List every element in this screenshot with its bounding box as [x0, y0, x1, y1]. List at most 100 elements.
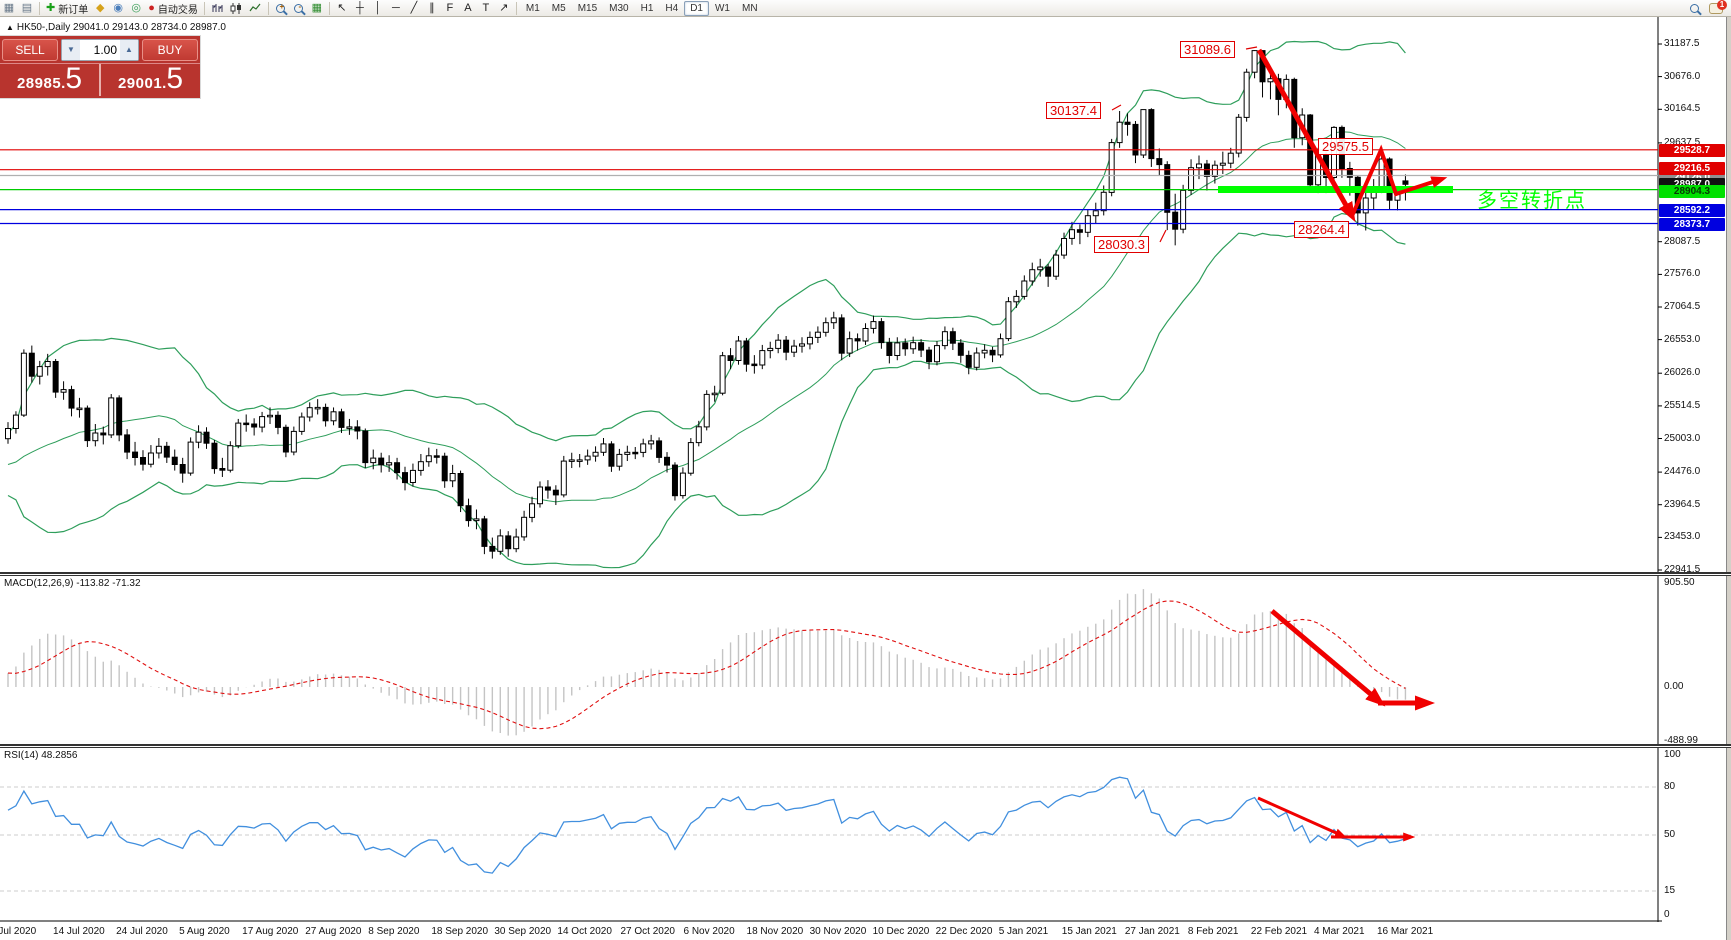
volume-input[interactable] — [80, 39, 120, 60]
rsi-axis-label: 0 — [1664, 909, 1670, 920]
timeframe-h1[interactable]: H1 — [640, 2, 654, 14]
fibonacci-button[interactable]: F — [441, 1, 459, 16]
window-icon: ▦ — [3, 1, 15, 14]
timeframe-m15[interactable]: M15 — [577, 2, 598, 14]
x-axis-label: 2 Jul 2020 — [0, 926, 37, 937]
buy-button[interactable]: BUY — [142, 38, 198, 61]
price-annotation[interactable]: 30137.4 — [1046, 102, 1101, 119]
rsi-label: RSI(14) 48.2856 — [4, 750, 78, 761]
notification-icon[interactable]: 1 — [1709, 0, 1727, 14]
timeframe-d1[interactable]: D1 — [684, 0, 709, 16]
trade-panel-prices: 28985. 5 29001. 5 — [0, 63, 200, 96]
new-order-button[interactable]: ✚ 新订单 — [43, 1, 91, 16]
y-axis-label: 27576.0 — [1664, 268, 1701, 280]
trade-panel-top-row: SELL ▼ ▲ BUY — [0, 36, 200, 63]
candle-chart-button[interactable] — [227, 1, 246, 16]
search-icon[interactable] — [1690, 3, 1699, 13]
window-button[interactable]: ▦ — [0, 1, 18, 16]
y-axis-label: 27064.5 — [1664, 301, 1701, 312]
toolbar: ▦ ▤ ✚ 新订单 ◆ ◉ ◎ ● 自动交易 + - ▦ ↖ ┼ │ ─ ╱ ∥ F A T ↗ M1 M5 M15 M30 H1… — [0, 0, 1731, 17]
horizontal-line-button[interactable]: ─ — [387, 1, 405, 16]
x-axis-label: 5 Aug 2020 — [179, 926, 230, 937]
line-chart-button[interactable] — [246, 1, 265, 16]
y-axis-label: 29637.5 — [1664, 136, 1701, 148]
price-annotation[interactable]: 28264.4 — [1294, 221, 1349, 238]
zoom-out-button[interactable]: - — [290, 1, 308, 16]
pane-separator-rsi[interactable] — [0, 744, 1731, 748]
arrows-button[interactable]: ↗ — [495, 1, 513, 16]
rsi-axis-label: 100 — [1664, 749, 1681, 760]
auto-trading-button[interactable]: ● 自动交易 — [145, 1, 201, 16]
vertical-line-button[interactable]: │ — [369, 1, 387, 16]
timeframe-mn[interactable]: MN — [741, 2, 758, 14]
text-label-button[interactable]: T — [477, 1, 495, 16]
notification-badge: 1 — [1717, 0, 1727, 10]
sell-price[interactable]: 28985. 5 — [0, 64, 101, 96]
x-axis-label: 10 Dec 2020 — [872, 926, 930, 937]
timeframe-m30[interactable]: M30 — [609, 2, 629, 14]
community-button[interactable]: ◉ — [109, 1, 127, 16]
trendline-icon: ╱ — [410, 1, 418, 14]
candle-chart-icon — [230, 2, 243, 14]
timeframe-m1[interactable]: M1 — [525, 2, 540, 14]
text-button[interactable]: A — [459, 1, 477, 16]
print-preview-button[interactable]: ▤ — [18, 1, 36, 16]
price-annotation[interactable]: 29575.5 — [1318, 138, 1373, 155]
history-center-button[interactable]: ◆ — [91, 1, 109, 16]
collapse-triangle-icon[interactable]: ▲ — [6, 23, 14, 32]
horizontal-line-icon: ─ — [391, 1, 400, 14]
volume-stepper: ▼ ▲ — [61, 38, 139, 61]
y-axis-label: 26026.0 — [1664, 367, 1701, 379]
zoom-in-button[interactable]: + — [272, 1, 290, 16]
arrows-icon: ↗ — [499, 1, 509, 14]
print-preview-icon: ▤ — [21, 1, 33, 14]
timeframe-buttons: M1 M5 M15 M30 H1 H4 D1 W1 MN — [520, 0, 764, 16]
y-axis-label: 24476.0 — [1664, 466, 1701, 478]
timeframe-w1[interactable]: W1 — [714, 2, 730, 14]
price-annotation[interactable]: 28030.3 — [1094, 236, 1149, 253]
volume-increase-button[interactable]: ▲ — [120, 39, 138, 60]
channel-button[interactable]: ∥ — [423, 1, 441, 16]
volume-decrease-button[interactable]: ▼ — [62, 39, 80, 60]
chart-title: ▲ HK50-,Daily 29041.0 29143.0 28734.0 289… — [6, 22, 226, 33]
x-axis-label: 18 Sep 2020 — [431, 926, 489, 937]
bar-chart-button[interactable] — [208, 1, 227, 16]
line-chart-icon — [249, 3, 262, 14]
x-axis-label: 17 Aug 2020 — [242, 926, 299, 937]
x-axis-label: 16 Mar 2021 — [1377, 926, 1434, 937]
vertical-line-icon: │ — [374, 1, 382, 14]
y-axis-label: 25514.5 — [1664, 399, 1701, 411]
timeframe-m5[interactable]: M5 — [551, 2, 566, 14]
history-center-icon: ◆ — [95, 1, 105, 14]
x-axis-label: 15 Jan 2021 — [1061, 926, 1117, 937]
price-annotation[interactable]: 31089.6 — [1180, 41, 1235, 58]
x-axis-label: 30 Nov 2020 — [809, 926, 867, 937]
timeframe-h4[interactable]: H4 — [665, 2, 679, 14]
zoom-out-icon: - — [294, 2, 304, 13]
buy-price[interactable]: 29001. 5 — [101, 64, 200, 96]
pane-separator-macd[interactable] — [0, 572, 1731, 576]
zoom-in-icon: + — [276, 2, 286, 13]
sell-price-int: 28985 — [16, 75, 62, 92]
x-axis-label: 14 Oct 2020 — [557, 926, 612, 937]
rsi-axis-label: 50 — [1664, 829, 1676, 840]
crosshair-button[interactable]: ┼ — [351, 1, 369, 16]
signals-button[interactable]: ◎ — [127, 1, 145, 16]
sell-button[interactable]: SELL — [2, 38, 58, 61]
trendline-button[interactable]: ╱ — [405, 1, 423, 16]
x-axis-label: 6 Nov 2020 — [683, 926, 735, 937]
price-tag: 29216.5 — [1659, 161, 1725, 175]
toolbar-right: 1 — [1690, 0, 1731, 14]
tile-windows-button[interactable]: ▦ — [308, 1, 326, 16]
toolbar-separator — [267, 1, 269, 15]
bar-chart-icon — [211, 3, 224, 14]
y-axis-label: 25003.0 — [1664, 432, 1701, 444]
price-tag: 28592.2 — [1659, 203, 1725, 217]
toolbar-separator — [39, 1, 40, 15]
community-icon: ◉ — [113, 1, 124, 14]
toolbar-items: ▦ ▤ ✚ 新订单 ◆ ◉ ◎ ● 自动交易 + - ▦ ↖ ┼ │ ─ ╱ ∥ F A T ↗ — [0, 1, 513, 16]
cursor-button[interactable]: ↖ — [333, 1, 351, 16]
